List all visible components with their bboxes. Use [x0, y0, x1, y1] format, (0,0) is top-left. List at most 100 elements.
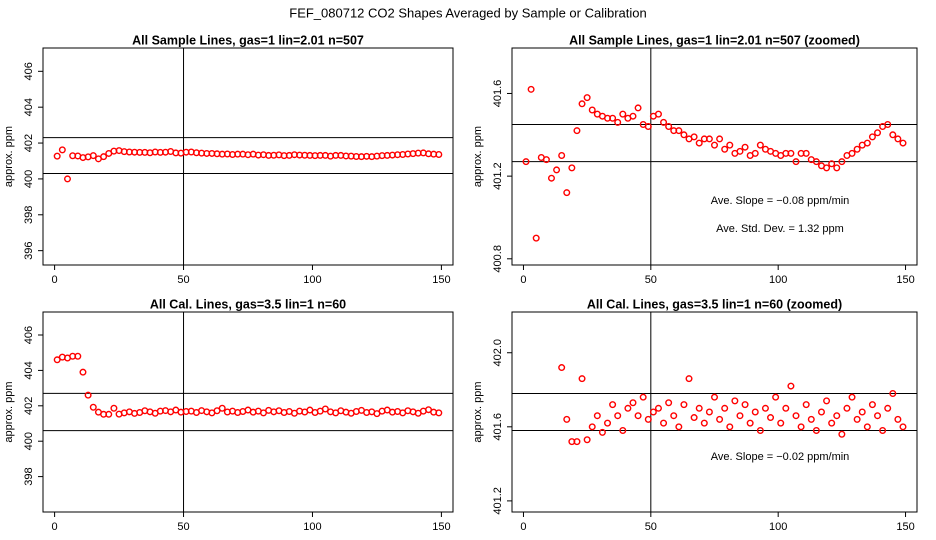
data-point — [782, 404, 790, 412]
y-tick-label: 398 — [23, 467, 35, 485]
data-point — [833, 164, 841, 172]
data-point — [741, 143, 749, 151]
data-point — [772, 393, 780, 401]
data-point — [84, 391, 92, 399]
panel: All Cal. Lines, gas=3.5 lin=1 n=60 approx… — [3, 297, 454, 533]
data-point — [705, 135, 713, 143]
y-tick-label: 402.0 — [492, 339, 504, 367]
data-point — [654, 110, 662, 118]
data-point — [711, 393, 719, 401]
data-point — [665, 123, 673, 131]
y-tick-label: 406 — [23, 62, 35, 80]
data-point — [797, 423, 805, 431]
data-point — [675, 423, 683, 431]
data-point — [593, 412, 601, 420]
data-point — [578, 100, 586, 108]
data-point — [716, 415, 724, 423]
x-tick-label: 100 — [769, 521, 787, 533]
y-tick-label: 400 — [23, 170, 35, 188]
data-point — [532, 234, 540, 242]
y-tick-label: 400 — [23, 432, 35, 450]
x-tick-label: 100 — [303, 521, 321, 533]
y-tick-label: 401.2 — [492, 487, 504, 515]
data-point — [583, 94, 591, 102]
data-point — [100, 153, 108, 161]
data-point — [644, 123, 652, 131]
data-point — [588, 423, 596, 431]
data-point — [554, 239, 560, 245]
data-point — [741, 401, 749, 409]
data-point — [756, 141, 764, 149]
y-axis-label: approx. ppm — [3, 381, 15, 442]
x-tick-label: 50 — [645, 521, 657, 533]
x-tick-label: 50 — [177, 521, 189, 533]
panel-title: All Sample Lines, gas=1 lin=2.01 n=507 (… — [569, 33, 860, 47]
data-point — [547, 174, 555, 182]
data-point — [812, 427, 820, 435]
data-point — [604, 419, 612, 427]
data-point — [522, 158, 530, 166]
data-point — [649, 408, 657, 416]
panel: All Sample Lines, gas=1 lin=2.01 n=507 (… — [472, 33, 918, 286]
data-point — [558, 364, 566, 372]
data-point — [89, 152, 97, 160]
data-point — [670, 412, 678, 420]
data-point — [685, 375, 693, 383]
data-point — [435, 151, 443, 159]
data-point — [558, 151, 566, 159]
data-point — [828, 160, 836, 168]
data-point — [105, 410, 113, 418]
data-point — [89, 403, 97, 411]
data-point — [609, 401, 617, 409]
plot-area — [512, 0, 917, 512]
plot-area — [43, 48, 453, 265]
x-tick-label: 0 — [52, 274, 58, 286]
data-point — [777, 419, 785, 427]
data-point — [527, 85, 535, 93]
y-tick-label: 404 — [23, 98, 35, 116]
data-point — [726, 141, 734, 149]
plot-frame — [42, 311, 454, 513]
data-point — [889, 131, 897, 139]
data-point — [573, 438, 581, 446]
data-point — [874, 412, 882, 420]
annotation: Ave. Slope = −0.02 ppm/min — [711, 451, 850, 463]
y-tick-label: 396 — [23, 241, 35, 259]
data-point — [660, 118, 668, 126]
data-point — [321, 405, 329, 413]
data-point — [583, 436, 591, 444]
data-point — [721, 145, 729, 153]
data-point — [767, 414, 775, 422]
x-tick-label: 0 — [520, 274, 526, 286]
panel-title: All Sample Lines, gas=1 lin=2.01 n=507 — [132, 33, 364, 47]
data-point — [695, 139, 703, 147]
data-point — [726, 423, 734, 431]
data-point — [63, 175, 71, 183]
data-point — [553, 166, 561, 174]
data-point — [549, 0, 555, 4]
annotation: Ave. Slope = −0.08 ppm/min — [711, 195, 850, 207]
x-tick-label: 50 — [645, 274, 657, 286]
y-tick-label: 401.6 — [492, 80, 504, 108]
x-tick-label: 50 — [177, 274, 189, 286]
data-point — [578, 375, 586, 383]
data-point — [629, 399, 637, 407]
data-point — [863, 139, 871, 147]
data-point — [639, 393, 647, 401]
data-point — [588, 106, 596, 114]
data-point — [751, 149, 759, 157]
data-point — [563, 189, 571, 197]
data-point — [634, 412, 642, 420]
data-point — [435, 409, 443, 417]
data-point — [731, 397, 739, 405]
plot-area — [43, 312, 453, 512]
data-point — [58, 146, 66, 154]
data-point — [680, 131, 688, 139]
data-point — [542, 156, 550, 164]
data-point — [654, 404, 662, 412]
data-point — [761, 404, 769, 412]
y-axis-label: approx. ppm — [472, 381, 484, 442]
y-tick-label: 406 — [23, 326, 35, 344]
panel-title: All Cal. Lines, gas=3.5 lin=1 n=60 (zoom… — [587, 297, 842, 311]
